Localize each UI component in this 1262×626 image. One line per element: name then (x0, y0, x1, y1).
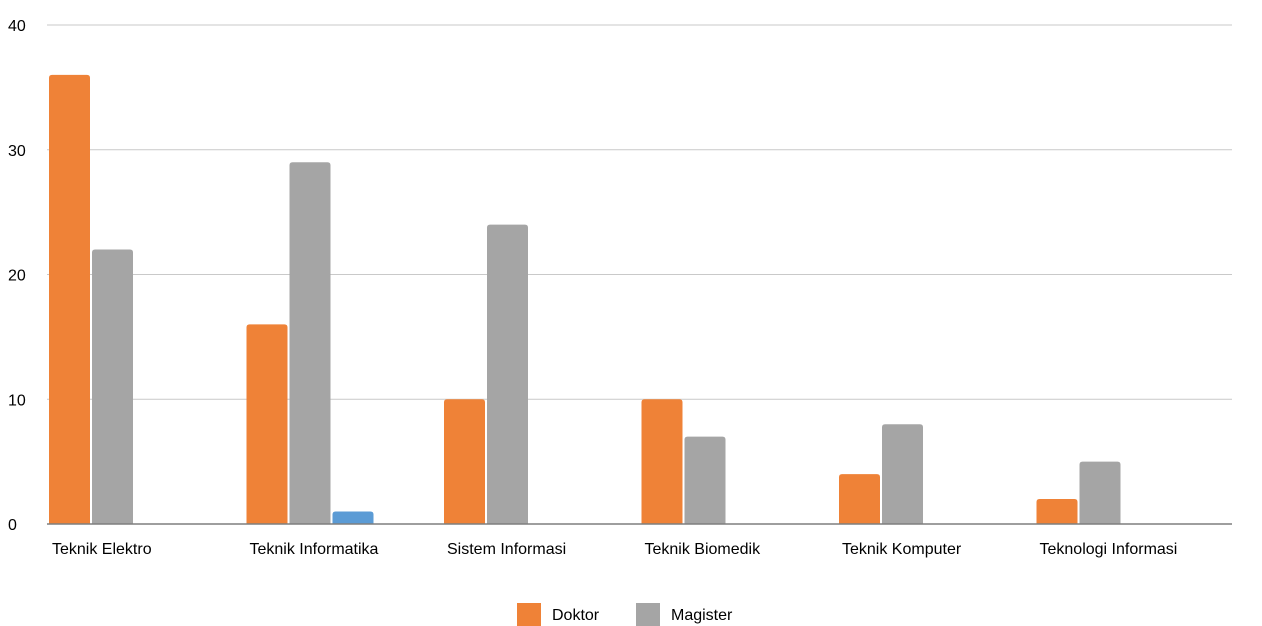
x-tick-label-1: Teknik Informatika (250, 541, 379, 558)
bar-doktor-3 (641, 399, 683, 524)
bar-magister-5 (1079, 461, 1121, 524)
x-tick-label-5: Teknologi Informasi (1040, 541, 1178, 558)
bar-doktor-2 (444, 399, 485, 524)
y-tick-label-40: 40 (8, 18, 26, 35)
y-tick-label-20: 20 (8, 268, 26, 285)
bar-magister-3 (684, 436, 726, 524)
x-tick-label-2: Sistem Informasi (447, 541, 566, 558)
legend-label-magister: Magister (671, 607, 733, 624)
x-tick-label-4: Teknik Komputer (842, 541, 962, 558)
bar-doktor-5 (1036, 499, 1078, 524)
bar-magister-2 (487, 224, 528, 524)
bar-magister-4 (882, 424, 923, 524)
legend-label-doktor: Doktor (552, 607, 600, 624)
bar-series-3-1 (332, 511, 374, 524)
bar-doktor-0 (49, 74, 90, 525)
legend-swatch-magister (636, 603, 660, 626)
bar-doktor-4 (839, 474, 880, 524)
y-tick-label-10: 10 (8, 392, 26, 409)
x-axis-category-labels: Teknik Elektro Teknik Informatika Sistem I… (52, 541, 1177, 558)
x-tick-label-3: Teknik Biomedik (645, 541, 762, 558)
y-tick-label-30: 30 (8, 143, 26, 160)
gridlines (47, 24, 1232, 400)
y-tick-label-0: 0 (8, 517, 17, 534)
y-axis-tick-labels: 0 10 20 30 40 (8, 18, 26, 534)
bar-doktor-1 (246, 324, 288, 524)
x-tick-label-0: Teknik Elektro (52, 541, 152, 558)
bars (49, 74, 1121, 525)
legend-swatch-doktor (517, 603, 541, 626)
bar-magister-1 (289, 162, 331, 524)
legend: Doktor Magister (517, 603, 733, 626)
bar-magister-0 (92, 249, 133, 525)
